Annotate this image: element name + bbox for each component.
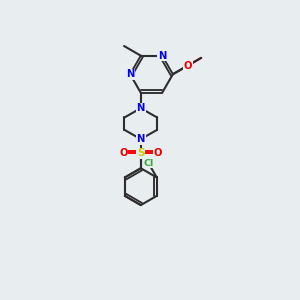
Text: N: N	[136, 103, 145, 113]
Text: Cl: Cl	[143, 159, 154, 168]
Text: N: N	[158, 51, 166, 61]
Text: S: S	[137, 148, 145, 158]
Text: O: O	[184, 61, 192, 70]
Text: O: O	[119, 148, 128, 158]
Text: O: O	[154, 148, 162, 158]
Text: O: O	[184, 60, 193, 70]
Text: N: N	[126, 69, 134, 79]
Text: N: N	[136, 134, 145, 144]
